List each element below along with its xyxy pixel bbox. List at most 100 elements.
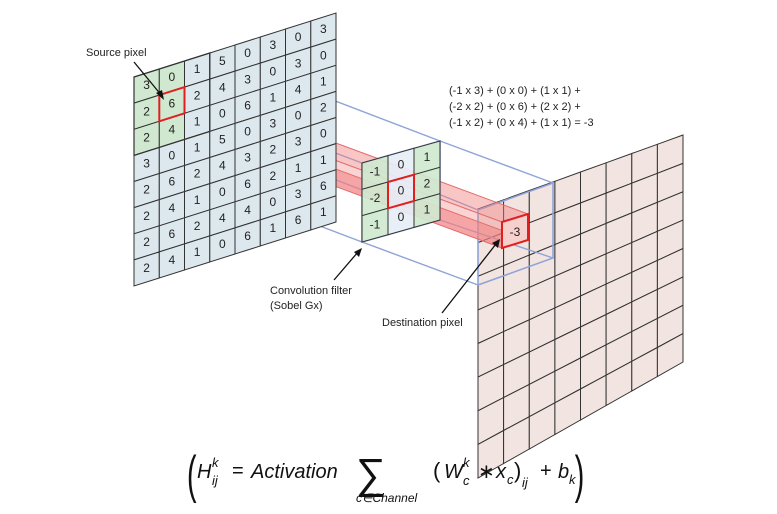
source-cell-value: 2 xyxy=(194,167,201,181)
filter-cell-value: 0 xyxy=(398,157,405,171)
source-pixel-arrowhead xyxy=(156,90,164,100)
activation-formula: H k ij = Activation ( ∑ c∈Channel ( W k … xyxy=(187,445,584,505)
source-cell-value: 2 xyxy=(194,88,201,102)
source-cell-value: 4 xyxy=(219,211,226,225)
source-cell-value: 0 xyxy=(219,106,226,120)
source-cell-value: 1 xyxy=(194,193,201,207)
filter-cell-value: 1 xyxy=(424,150,431,164)
source-cell-value: 0 xyxy=(219,237,226,251)
source-cell-value: 1 xyxy=(320,153,327,167)
source-cell-value: 0 xyxy=(295,109,302,123)
formula-x: x xyxy=(495,461,507,483)
source-pixel-highlight xyxy=(158,85,186,123)
calculation-line-3: (-1 x 2) + (0 x 4) + (1 x 1) = -3 xyxy=(449,117,594,129)
source-cell-value: 2 xyxy=(270,169,277,183)
source-cell-value: 0 xyxy=(270,64,277,78)
formula-H: H xyxy=(197,461,212,483)
source-window xyxy=(133,52,211,157)
formula-plus: + xyxy=(540,460,552,482)
source-cell-value: 4 xyxy=(244,203,251,217)
formula-b-sub: k xyxy=(569,472,577,487)
source-cell-value: 4 xyxy=(169,122,176,136)
formula-inner-right-paren: ) xyxy=(514,458,521,483)
source-cell-value: 2 xyxy=(143,130,150,144)
source-cell-value: 3 xyxy=(295,135,302,149)
formula-H-sup: k xyxy=(212,455,220,470)
source-cell-value: 0 xyxy=(219,185,226,199)
destination-cell xyxy=(656,332,684,378)
source-cell-value: 5 xyxy=(219,133,226,147)
source-cell-value: 2 xyxy=(194,219,201,233)
destination-pixel-label: Destination pixel xyxy=(382,317,463,329)
source-cell-value: 6 xyxy=(244,177,251,191)
formula-sum-subscript: c∈Channel xyxy=(356,491,417,505)
source-cell-value: 4 xyxy=(169,253,176,267)
source-cell-value: 0 xyxy=(295,30,302,44)
source-cell-value: 4 xyxy=(169,201,176,215)
source-cell-value: 3 xyxy=(295,187,302,201)
filter-cell-value: 2 xyxy=(424,176,431,190)
formula-equals: = xyxy=(232,460,244,482)
frame-edge-filter-destination xyxy=(439,140,554,184)
source-cell-value: 5 xyxy=(219,54,226,68)
filter-center-highlight xyxy=(387,173,415,210)
source-cell-value: 0 xyxy=(169,149,176,163)
source-cell-value: 0 xyxy=(244,125,251,139)
calculation-line-1: (-1 x 3) + (0 x 0) + (1 x 1) + xyxy=(449,85,581,97)
formula-ij-sub: ij xyxy=(522,475,529,490)
source-cell-value: 1 xyxy=(295,161,302,175)
frame-edge-filter-destination xyxy=(361,241,479,286)
source-cell-value: 3 xyxy=(143,157,150,171)
source-cell-value: 3 xyxy=(143,78,150,92)
source-cell-value: 3 xyxy=(270,117,277,131)
formula-conv: ∗ xyxy=(478,461,495,483)
source-grid: 3 0 1 5 0 3 0 3 2 6 2 4 3 0 3 0 2 4 1 0 6 1 4 1 3 0 1 5 0 3 0 2 2 6 2 4 3 2 3 0… xyxy=(133,12,337,287)
source-cell-value: 1 xyxy=(194,114,201,128)
formula-W: W xyxy=(444,461,465,483)
filter-label-line2: (Sobel Gx) xyxy=(270,300,323,312)
destination-arrow xyxy=(441,243,497,314)
formula-W-sub: c xyxy=(463,473,470,488)
source-cell-value: 6 xyxy=(244,98,251,112)
source-pixel-arrow xyxy=(133,61,163,97)
source-cell-value: 2 xyxy=(143,209,150,223)
source-cell-value: 2 xyxy=(320,101,327,115)
source-cell-value: 0 xyxy=(320,127,327,141)
filter-grid: -1 0 1 -2 0 2 -1 0 1 xyxy=(361,140,441,243)
annotations: Source pixel Convolution filter (Sobel G… xyxy=(86,47,594,329)
source-cell-value: 1 xyxy=(194,141,201,155)
filter-cell-value: -2 xyxy=(370,191,381,205)
formula-x-sub: c xyxy=(507,472,514,487)
source-cell-value: 2 xyxy=(143,261,150,275)
source-cell-value: 1 xyxy=(320,205,327,219)
source-cell-value: 3 xyxy=(244,151,251,165)
source-cell-value: 1 xyxy=(270,90,277,104)
source-cell-value: 0 xyxy=(244,46,251,60)
destination-pixel-layer: -3 xyxy=(501,212,529,250)
source-cell-value: 6 xyxy=(169,227,176,241)
source-cell-value: 2 xyxy=(270,143,277,157)
source-cell-value: 6 xyxy=(295,213,302,227)
source-cell-value: 1 xyxy=(270,221,277,235)
source-cell-value: 4 xyxy=(219,80,226,94)
filter-arrowhead xyxy=(354,248,362,257)
source-cell-value: 2 xyxy=(143,235,150,249)
filter-cell xyxy=(413,193,441,228)
source-cell-value: 3 xyxy=(320,22,327,36)
formula-inner-left-paren: ( xyxy=(433,458,441,483)
destination-pixel xyxy=(501,212,529,250)
source-cell-value: 4 xyxy=(219,159,226,173)
source-cell-value: 3 xyxy=(295,56,302,70)
destination-arrowhead xyxy=(492,239,500,248)
source-cell-value: 6 xyxy=(169,175,176,189)
filter-cell-value: 1 xyxy=(424,203,431,217)
source-cell-value: 2 xyxy=(143,183,150,197)
source-cell-value: 1 xyxy=(194,245,201,259)
source-cell-value: 6 xyxy=(320,179,327,193)
calculation-line-2: (-2 x 2) + (0 x 6) + (2 x 2) + xyxy=(449,101,581,113)
filter-cell-value: 0 xyxy=(398,210,405,224)
filter-cell-value: 0 xyxy=(398,184,405,198)
formula-sum: ∑ xyxy=(356,450,386,497)
destination-pixel-value: -3 xyxy=(510,225,521,239)
